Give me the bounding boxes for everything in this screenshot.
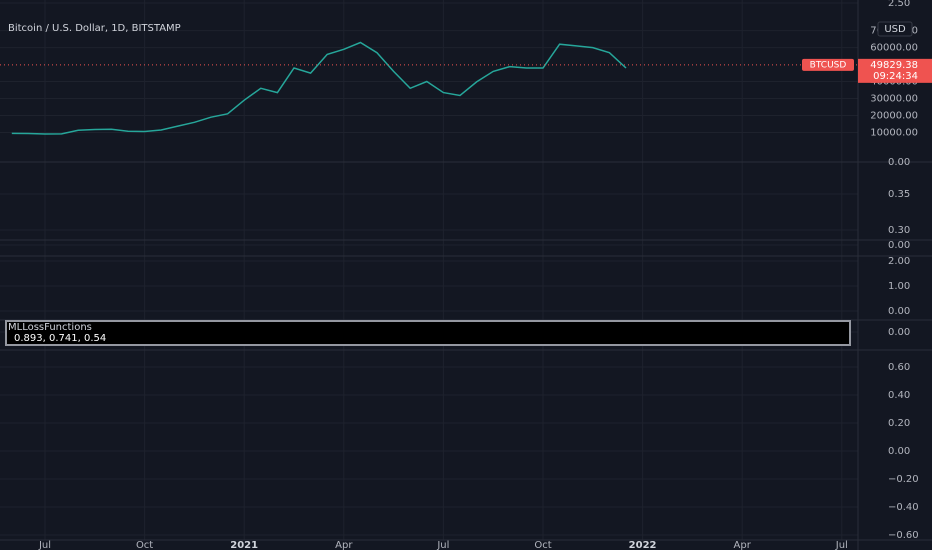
y-tick-label: 20000.00 (870, 111, 918, 122)
grid (0, 0, 858, 540)
y-tick-label: 0.00 (888, 157, 910, 168)
symbol-label: BTCUSD (810, 60, 847, 70)
y-tick-label: −0.20 (888, 474, 919, 485)
y-tick-label: 0.20 (888, 418, 910, 429)
y-tick-label: 10000.00 (870, 128, 918, 139)
currency-label: USD (884, 24, 906, 35)
x-tick-label: 2021 (230, 540, 258, 550)
last-price-label: 49829.38 (870, 60, 918, 71)
y-tick-label: 60000.00 (870, 43, 918, 54)
y-tick-label: 0.00 (888, 306, 910, 317)
y-tick-label: 0.00 (888, 327, 910, 338)
price-line (11, 41, 627, 135)
y-tick-label: 0.00 (888, 240, 910, 251)
currency-button (877, 21, 913, 37)
countdown-label: 09:24:34 (873, 71, 918, 82)
y-tick-label: 0.35 (888, 189, 910, 200)
y-tick-label: 30000.00 (870, 94, 918, 105)
y-tick-label: 2.50 (888, 0, 910, 9)
symbol-label-box (802, 58, 854, 71)
indicator-table (5, 320, 851, 346)
y-tick-label: 0.30 (888, 225, 910, 236)
y-tick-label: 1.00 (888, 281, 910, 292)
table-title: MLLossFunctions (8, 322, 92, 333)
x-tick-label: Oct (136, 540, 153, 550)
x-tick-label: 2022 (629, 540, 657, 550)
table-value: 0.893, 0.741, 0.54 (14, 333, 106, 344)
y-tick-label: −0.60 (888, 530, 919, 541)
last-price-box (858, 58, 932, 83)
y-tick-label: 0.60 (888, 362, 910, 373)
x-tick-label: Apr (734, 540, 752, 550)
x-tick-label: Jul (835, 540, 848, 550)
chart-title: Bitcoin / U.S. Dollar, 1D, BITSTAMP (8, 23, 181, 34)
x-tick-label: Oct (534, 540, 551, 550)
x-tick-label: Jul (38, 540, 51, 550)
x-tick-label: Jul (436, 540, 449, 550)
y-tick-label: 0.40 (888, 390, 910, 401)
y-tick-label: 0.00 (888, 446, 910, 457)
y-tick-label: 2.00 (888, 256, 910, 267)
x-tick-label: Apr (335, 540, 353, 550)
y-tick-label: −0.40 (888, 502, 919, 513)
